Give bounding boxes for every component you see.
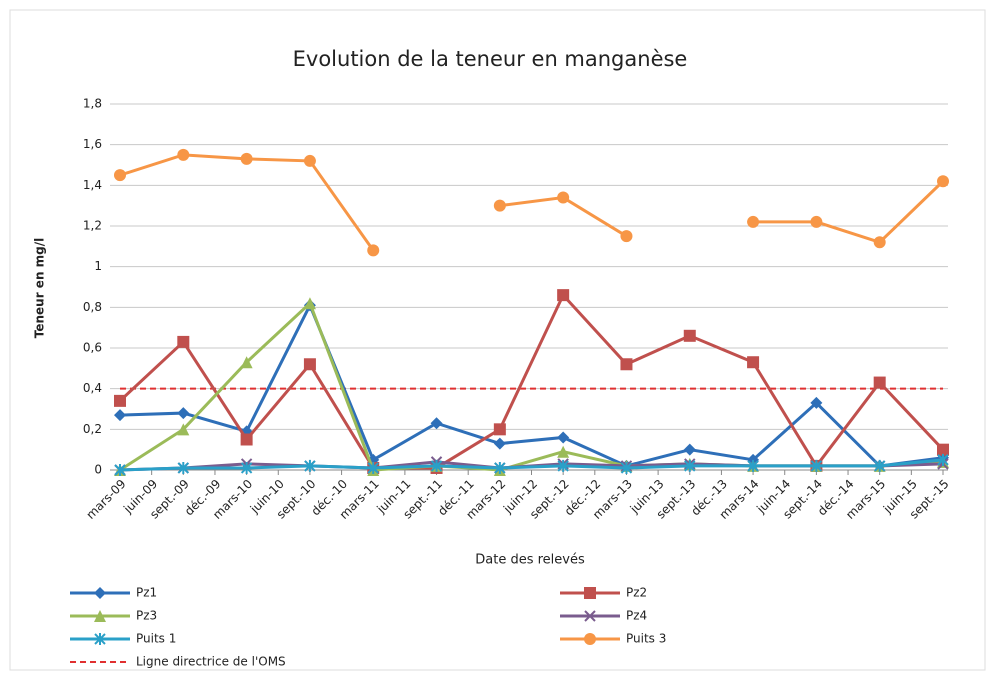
y-tick-label: 1	[94, 259, 102, 273]
legend-marker	[584, 633, 596, 645]
data-point	[873, 376, 886, 389]
x-tick-label: mars-09	[83, 477, 128, 522]
data-point	[114, 464, 126, 476]
legend-label: Pz3	[136, 609, 157, 623]
legend-marker	[584, 587, 596, 599]
data-point	[747, 356, 760, 369]
y-axis-label: Teneur en mg/l	[33, 238, 47, 339]
y-tick-label: 0,8	[83, 300, 102, 314]
legend-label: Pz4	[626, 609, 647, 623]
legend-marker	[584, 610, 596, 622]
series-line	[119, 301, 944, 468]
data-point	[937, 175, 949, 188]
y-tick-label: 1,8	[83, 97, 102, 111]
data-point	[557, 445, 570, 458]
legend-marker	[94, 587, 106, 599]
data-point	[304, 459, 316, 472]
data-point	[810, 459, 823, 472]
data-point	[114, 409, 126, 422]
data-point	[557, 191, 570, 204]
data-point	[177, 148, 190, 161]
x-axis-label: Date des relevés	[475, 553, 585, 568]
data-point	[557, 459, 569, 472]
data-point	[240, 356, 253, 369]
data-point	[683, 443, 696, 456]
data-point	[430, 459, 443, 472]
data-point	[430, 417, 443, 430]
data-point	[177, 407, 190, 420]
data-point	[557, 431, 570, 444]
chart-frame	[9, 9, 986, 671]
data-point	[620, 358, 633, 371]
data-point	[810, 215, 823, 228]
data-point	[240, 433, 253, 446]
data-point	[114, 394, 126, 407]
data-point	[620, 461, 633, 474]
data-point	[367, 461, 379, 474]
chart-title: Evolution de la teneur en manganèse	[293, 47, 688, 71]
data-point	[873, 236, 886, 249]
data-point	[303, 154, 316, 167]
data-point	[303, 297, 316, 310]
series-line	[753, 180, 945, 244]
series-line	[119, 458, 944, 472]
data-point	[494, 461, 506, 474]
data-point	[937, 443, 949, 456]
data-point	[303, 358, 316, 371]
data-point	[747, 215, 760, 228]
y-tick-label: 0	[94, 463, 102, 477]
data-point	[620, 230, 633, 243]
y-tick-label: 0,4	[83, 381, 102, 395]
data-point	[493, 437, 506, 450]
legend-label: Puits 3	[626, 632, 666, 646]
data-point	[557, 289, 570, 302]
data-point	[493, 199, 506, 212]
data-point	[177, 461, 190, 474]
data-point	[240, 461, 253, 474]
data-point	[177, 423, 190, 436]
data-point	[493, 423, 506, 436]
y-tick-label: 1,6	[83, 137, 102, 151]
data-point	[747, 459, 759, 472]
data-point	[177, 335, 190, 348]
data-point	[114, 169, 126, 182]
series-line	[119, 153, 375, 252]
data-point	[683, 329, 696, 342]
y-tick-label: 0,2	[83, 422, 102, 436]
data-point	[873, 459, 886, 472]
data-point	[240, 152, 253, 165]
y-tick-label: 1,2	[83, 219, 102, 233]
data-point	[684, 459, 696, 472]
series-line	[118, 292, 945, 470]
legend-marker	[94, 633, 106, 645]
y-tick-label: 0,6	[83, 341, 102, 355]
legend-label: Puits 1	[136, 632, 176, 646]
legend-label: Pz2	[626, 586, 647, 600]
legend-label: Ligne directrice de l'OMS	[136, 655, 286, 669]
legend-label: Pz1	[136, 586, 157, 600]
y-tick-label: 1,4	[83, 178, 102, 192]
data-point	[367, 244, 380, 257]
data-point	[810, 396, 823, 409]
data-point	[937, 453, 949, 466]
legend-marker	[94, 610, 106, 622]
